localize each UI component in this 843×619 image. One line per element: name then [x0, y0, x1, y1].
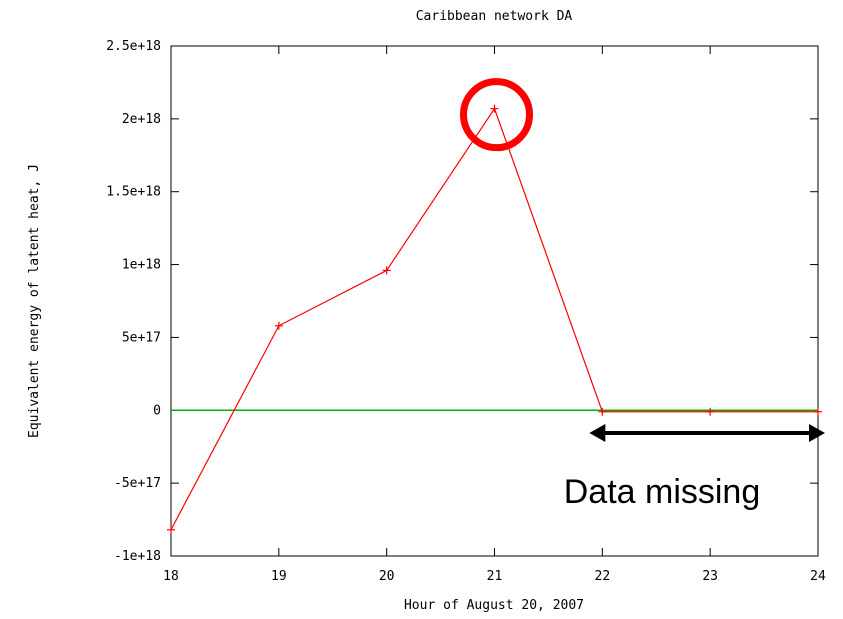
series-layer [167, 104, 822, 534]
x-tick-label: 24 [810, 569, 826, 584]
data-point-marker [814, 407, 822, 416]
x-tick-label: 23 [702, 569, 718, 584]
x-tick-label: 22 [595, 569, 611, 584]
y-tick-label: 2.5e+18 [106, 39, 161, 54]
highlight-circle [460, 78, 533, 152]
data-point-marker [490, 104, 499, 113]
series-line [170, 107, 818, 531]
data-point-marker [598, 407, 607, 416]
y-axis-label: Equivalent energy of latent heat, J [27, 164, 42, 438]
x-tick-label: 20 [379, 569, 395, 584]
x-tick-label: 18 [163, 569, 179, 584]
y-tick-label: 1.5e+18 [106, 185, 161, 200]
y-tick-label: -1e+18 [114, 549, 161, 564]
y-tick-label: -5e+17 [114, 476, 161, 491]
data-point-marker [274, 321, 283, 330]
y-axis: -1e+18 -5e+17 0 5e+17 1e+18 1.5e+18 2e+18 2.5e+… [106, 39, 818, 564]
y-tick-label: 1e+18 [122, 258, 161, 273]
x-tick-label: 21 [487, 569, 503, 584]
annotation-layer [460, 78, 825, 442]
data-point-marker [706, 407, 715, 416]
y-tick-label: 5e+17 [122, 330, 161, 345]
x-axis: 18 19 20 21 22 23 24 [163, 46, 826, 584]
y-tick-label: 2e+18 [122, 112, 161, 127]
data-missing-arrow [589, 424, 825, 442]
chart-title: Caribbean network DA [416, 9, 573, 24]
x-axis-label: Hour of August 20, 2007 [404, 598, 584, 613]
data-point-marker [167, 525, 175, 534]
y-tick-label: 0 [153, 403, 161, 418]
data-missing-label: Data missing [564, 473, 761, 511]
data-point-marker [382, 266, 391, 275]
x-tick-label: 19 [271, 569, 287, 584]
